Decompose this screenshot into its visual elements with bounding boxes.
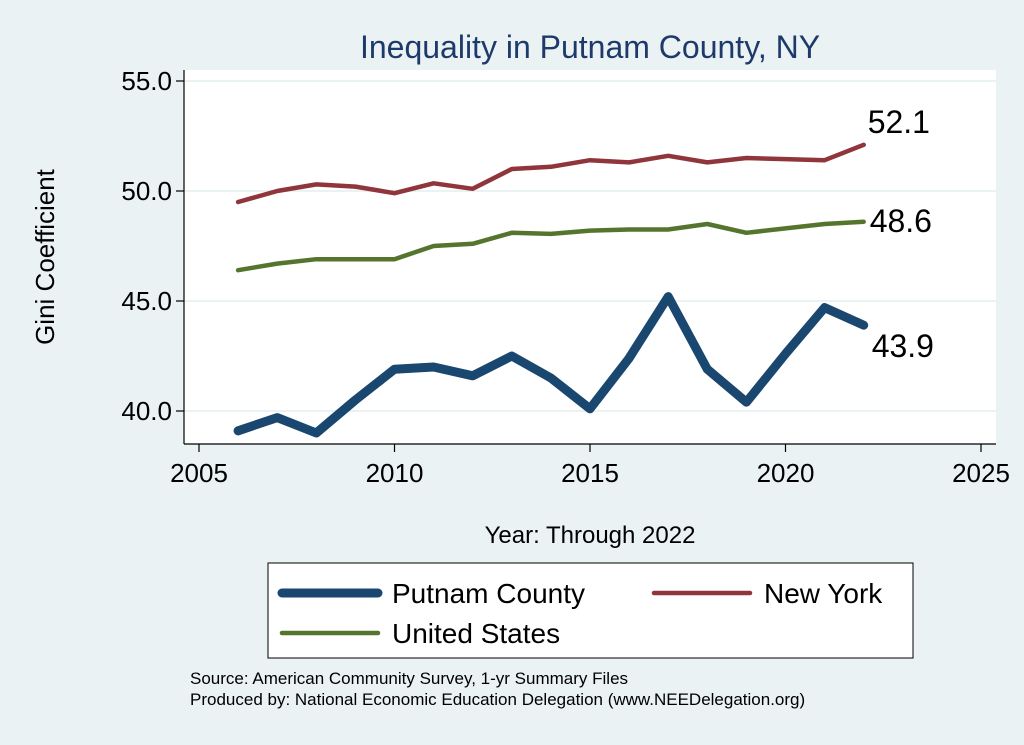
legend-box (267, 562, 914, 659)
legend-label-new-york: New York (764, 578, 883, 609)
y-tick-label: 55.0 (121, 66, 172, 96)
x-tick-label: 2010 (366, 458, 424, 488)
end-labels: 43.9 52.1 48.6 (868, 104, 934, 364)
gridlines (184, 80, 996, 412)
y-tick-label: 40.0 (121, 396, 172, 426)
end-label-new-york: 52.1 (868, 104, 930, 140)
legend-label-putnam-county: Putnam County (392, 578, 585, 609)
x-tick-label: 2025 (952, 458, 1010, 488)
legend: Putnam County New York United States (277, 578, 883, 649)
x-tick-label: 2005 (170, 458, 228, 488)
y-tick-label: 50.0 (121, 176, 172, 206)
x-tick-label: 2020 (757, 458, 815, 488)
y-tick-label: 45.0 (121, 286, 172, 316)
chart-title: Inequality in Putnam County, NY (360, 29, 820, 65)
legend-label-united-states: United States (392, 618, 560, 649)
y-axis-ticks: 40.0 45.0 50.0 55.0 (121, 66, 184, 426)
producer-note: Produced by: National Economic Education… (190, 690, 806, 709)
end-label-putnam-county: 43.9 (872, 328, 934, 364)
end-label-united-states: 48.6 (870, 203, 932, 239)
source-note: Source: American Community Survey, 1-yr … (190, 669, 629, 688)
y-axis-label: Gini Coefficient (30, 168, 60, 345)
series-lines (233, 142, 869, 438)
x-axis-ticks: 2005 2010 2015 2020 2025 (170, 444, 1010, 488)
x-tick-label: 2015 (561, 458, 619, 488)
x-axis-label: Year: Through 2022 (485, 522, 696, 549)
